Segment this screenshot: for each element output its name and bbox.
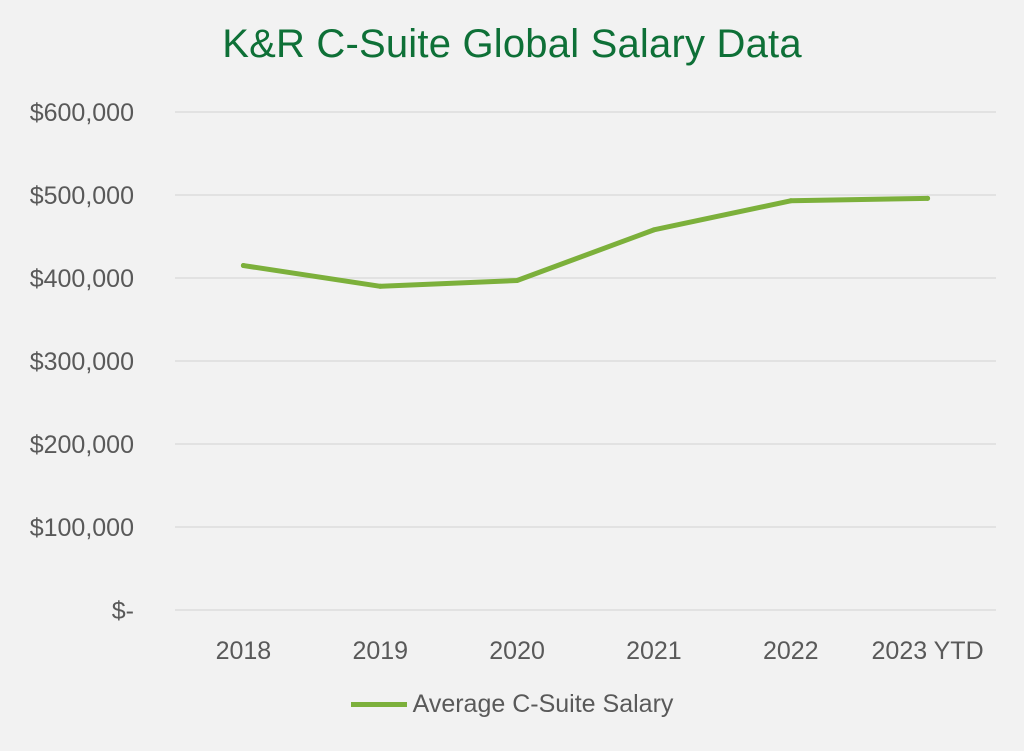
data-point [788, 198, 794, 204]
y-tick-label: $500,000 [30, 182, 134, 210]
x-tick-label: 2019 [352, 637, 408, 665]
data-point [514, 277, 520, 283]
data-point [925, 195, 931, 201]
legend-swatch [350, 702, 407, 707]
data-point [377, 283, 383, 289]
x-tick-label: 2018 [216, 637, 272, 665]
y-tick-label: $200,000 [30, 431, 134, 459]
y-tick-label: $600,000 [30, 99, 134, 127]
series-line [240, 195, 931, 289]
data-point [240, 263, 246, 269]
x-tick-label: 2020 [489, 637, 545, 665]
y-tick-label: $100,000 [30, 514, 134, 542]
y-tick-label: $300,000 [30, 348, 134, 376]
data-point [651, 227, 657, 233]
legend: Average C-Suite Salary [0, 690, 1024, 719]
legend-label: Average C-Suite Salary [412, 690, 674, 718]
x-tick-label: 2022 [763, 637, 819, 665]
chart-title: K&R C-Suite Global Salary Data [222, 22, 802, 66]
x-tick-label: 2023 YTD [872, 637, 984, 665]
y-tick-label: $- [112, 597, 134, 625]
x-tick-label: 2021 [626, 637, 682, 665]
y-tick-label: $400,000 [30, 265, 134, 293]
